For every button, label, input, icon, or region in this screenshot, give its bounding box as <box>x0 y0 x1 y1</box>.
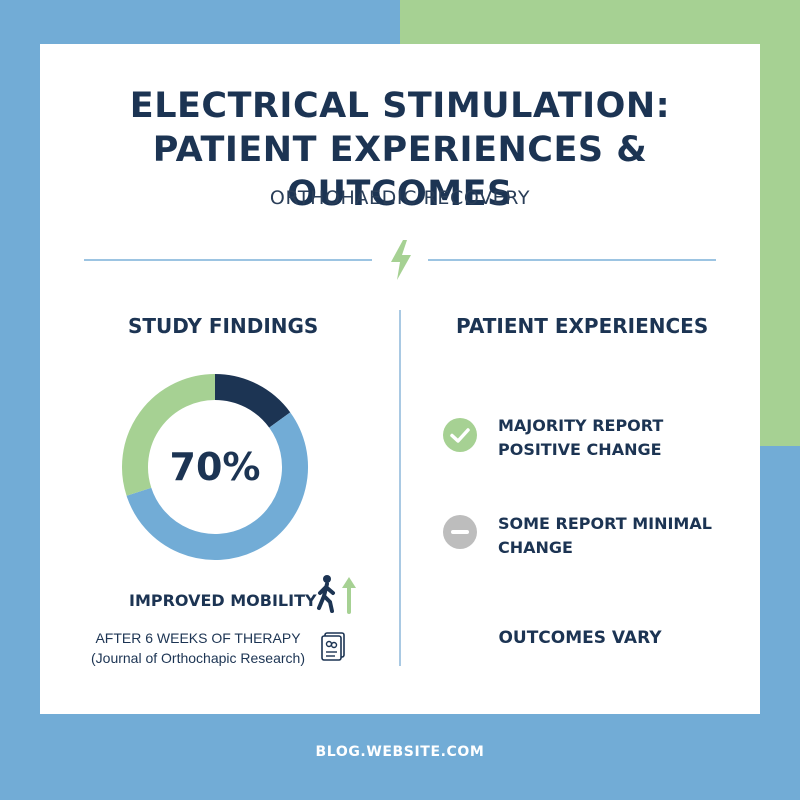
check-circle-icon <box>443 418 477 452</box>
walking-person-icon <box>317 575 356 614</box>
donut-segment-2 <box>126 412 308 560</box>
divider-right <box>428 259 716 261</box>
lightning-bolt-icon <box>391 240 411 280</box>
experience-line-1: SOME REPORT MINIMAL <box>498 514 712 533</box>
outcomes-vary-label: OUTCOMES VARY <box>498 628 662 648</box>
donut-segment-3 <box>122 374 216 496</box>
minus-circle-icon <box>443 515 477 549</box>
title-line-1: ELECTRICAL STIMULATION: <box>129 86 671 126</box>
donut-chart-svg <box>122 374 308 560</box>
infographic-card: ELECTRICAL STIMULATION: PATIENT EXPERIEN… <box>40 44 760 714</box>
therapy-note-line-1: AFTER 6 WEEKS OF THERAPY <box>95 630 301 646</box>
experience-line-2: CHANGE <box>498 538 573 557</box>
improved-mobility-label: IMPROVED MOBILITY <box>129 591 317 610</box>
footer-website: BLOG.WEBSITE.COM <box>315 744 485 760</box>
therapy-note-line-2: (Journal of Orthochapic Research) <box>91 650 305 666</box>
patient-experiences-heading: PATIENT EXPERIENCES <box>456 314 709 338</box>
study-findings-heading: STUDY FINDINGS <box>128 314 319 338</box>
donut-segment-1 <box>214 374 291 429</box>
donut-chart: 70% <box>120 372 310 562</box>
experience-item-text: SOME REPORT MINIMAL CHANGE <box>498 512 718 560</box>
therapy-note: AFTER 6 WEEKS OF THERAPY (Journal of Ort… <box>84 628 312 668</box>
experience-line-1: MAJORITY REPORT <box>498 416 664 435</box>
divider-left <box>84 259 372 261</box>
page-title: ELECTRICAL STIMULATION: PATIENT EXPERIEN… <box>40 84 760 216</box>
donut-center-value: 70% <box>169 445 261 489</box>
document-icon <box>321 632 345 661</box>
experience-item-text: MAJORITY REPORT POSITIVE CHANGE <box>498 414 718 462</box>
experience-line-2: POSITIVE CHANGE <box>498 440 662 459</box>
title-line-2: PATIENT EXPERIENCES & OUTCOMES <box>152 130 648 214</box>
column-divider <box>399 310 401 666</box>
page-subtitle: ORTHOHAEDIC RECOVERY <box>269 187 531 209</box>
